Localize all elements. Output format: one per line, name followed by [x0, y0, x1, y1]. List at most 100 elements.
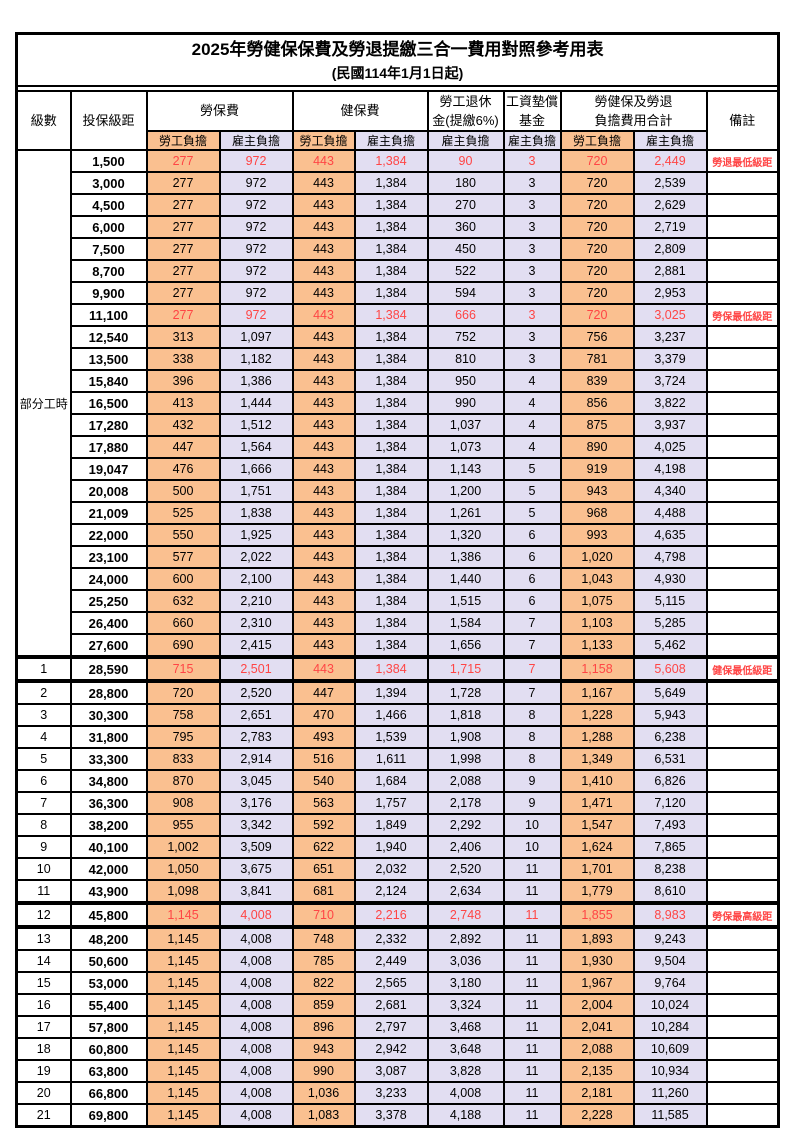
fee-cell: 3,648 — [426, 1037, 505, 1061]
spacer-row — [16, 85, 779, 92]
bracket-cell: 69,800 — [69, 1103, 148, 1128]
fee-cell: 3 — [502, 171, 562, 195]
fee-cell: 4,340 — [632, 479, 708, 503]
level-cell: 10 — [15, 857, 72, 881]
fee-cell: 890 — [559, 435, 635, 459]
level-cell: 16 — [15, 993, 72, 1017]
remark-cell — [705, 879, 780, 904]
fee-cell: 594 — [426, 281, 505, 305]
fee-cell: 592 — [291, 813, 356, 837]
level-cell: 6 — [15, 769, 72, 793]
level-cell: 2 — [15, 680, 72, 705]
table-row: 16,500 413 1,444 443 1,384 990 4 856 3,822 — [17, 391, 780, 415]
fee-cell: 1,728 — [426, 680, 505, 705]
fee-cell: 1,020 — [559, 545, 635, 569]
fee-cell: 870 — [145, 769, 221, 793]
fee-cell: 681 — [291, 879, 356, 904]
remark-cell — [705, 1037, 780, 1061]
fee-cell: 443 — [291, 413, 356, 437]
fee-cell: 2,520 — [426, 857, 505, 881]
remark-cell — [705, 769, 780, 793]
fee-cell: 3,324 — [426, 993, 505, 1017]
fee-cell: 1,547 — [559, 813, 635, 837]
fee-cell: 833 — [145, 747, 221, 771]
fee-cell: 6 — [502, 523, 562, 547]
bracket-cell: 27,600 — [69, 633, 148, 658]
fee-cell: 1,037 — [426, 413, 505, 437]
fee-cell: 6,238 — [632, 725, 708, 749]
fee-cell: 1,656 — [426, 633, 505, 658]
fee-cell: 11 — [502, 1059, 562, 1083]
fee-cell: 1,349 — [559, 747, 635, 771]
fee-cell: 1,384 — [353, 369, 429, 393]
fee-cell: 9 — [502, 769, 562, 793]
fee-cell: 1,466 — [353, 703, 429, 727]
fee-cell: 2,135 — [559, 1059, 635, 1083]
remark-cell — [705, 281, 780, 305]
fee-cell: 443 — [291, 347, 356, 371]
fee-cell: 600 — [145, 567, 221, 591]
fee-cell: 443 — [291, 655, 356, 683]
remark-cell — [705, 1103, 780, 1128]
fee-cell: 3,180 — [426, 971, 505, 995]
fee-cell: 1,779 — [559, 879, 635, 904]
table-row: 3,000 277 972 443 1,384 180 3 720 2,539 — [17, 171, 780, 195]
fee-cell: 1,701 — [559, 857, 635, 881]
fee-cell: 666 — [426, 303, 505, 327]
subheader-total-employer: 雇主負擔 — [632, 130, 708, 151]
level-cell: 4 — [15, 725, 72, 749]
table-row: 12,540 313 1,097 443 1,384 752 3 756 3,237 — [17, 325, 780, 349]
fee-cell: 540 — [291, 769, 356, 793]
fee-cell: 720 — [559, 149, 635, 173]
fee-cell: 859 — [291, 993, 356, 1017]
subheader-health-employer: 雇主負擔 — [353, 130, 429, 151]
bracket-cell: 55,400 — [69, 993, 148, 1017]
fee-cell: 522 — [426, 259, 505, 283]
fee-cell: 3,087 — [353, 1059, 429, 1083]
fee-cell: 822 — [291, 971, 356, 995]
remark-cell — [705, 857, 780, 881]
fee-cell: 10,934 — [632, 1059, 708, 1083]
title-row: 2025年勞健保保費及勞退提繳三合一費用對照參考用表 (民國114年1月1日起) — [15, 32, 780, 87]
fee-cell: 1,158 — [559, 655, 635, 683]
fee-cell: 3,841 — [218, 879, 294, 904]
fee-cell: 1,145 — [145, 1037, 221, 1061]
fee-cell: 4,008 — [218, 1015, 294, 1039]
table-row: 23,100 577 2,022 443 1,384 1,386 6 1,020 4,798 — [17, 545, 780, 569]
level-cell: 21 — [15, 1103, 72, 1128]
fee-cell: 443 — [291, 391, 356, 415]
fee-cell: 3,828 — [426, 1059, 505, 1083]
bracket-cell: 45,800 — [69, 901, 148, 929]
table-row: 3 30,300 758 2,651 470 1,466 1,818 8 1,228 5,943 — [15, 703, 780, 727]
fee-cell: 1,757 — [353, 791, 429, 815]
fee-cell: 2,124 — [353, 879, 429, 904]
fee-cell: 1,384 — [353, 633, 429, 658]
fee-cell: 443 — [291, 193, 356, 217]
fee-cell: 1,384 — [353, 479, 429, 503]
fee-cell: 1,145 — [145, 1081, 221, 1105]
fee-cell: 3,233 — [353, 1081, 429, 1105]
fee-cell: 972 — [218, 193, 294, 217]
bracket-cell: 23,100 — [69, 545, 148, 569]
remark-cell — [705, 725, 780, 749]
fee-cell: 4,008 — [218, 1059, 294, 1083]
subheader-labor-employee: 勞工負擔 — [145, 130, 221, 151]
fee-cell: 2,520 — [218, 680, 294, 705]
fee-cell: 2,406 — [426, 835, 505, 859]
fee-cell: 1,073 — [426, 435, 505, 459]
bracket-cell: 50,600 — [69, 949, 148, 973]
fee-cell: 1,925 — [218, 523, 294, 547]
fee-cell: 1,384 — [353, 149, 429, 173]
fee-cell: 1,444 — [218, 391, 294, 415]
fee-cell: 5,608 — [632, 655, 708, 683]
table-row: 1 28,590 715 2,501 443 1,384 1,715 7 1,158 5,608 健… — [15, 655, 780, 683]
fee-cell: 1,930 — [559, 949, 635, 973]
fee-cell: 6 — [502, 545, 562, 569]
fee-cell: 990 — [426, 391, 505, 415]
fee-cell: 1,584 — [426, 611, 505, 635]
table-row: 18 60,800 1,145 4,008 943 2,942 3,648 11 2,088 10… — [15, 1037, 780, 1061]
fee-cell: 6,826 — [632, 769, 708, 793]
bracket-cell: 34,800 — [69, 769, 148, 793]
fee-cell: 550 — [145, 523, 221, 547]
remark-cell: 健保最低級距 — [705, 655, 780, 683]
